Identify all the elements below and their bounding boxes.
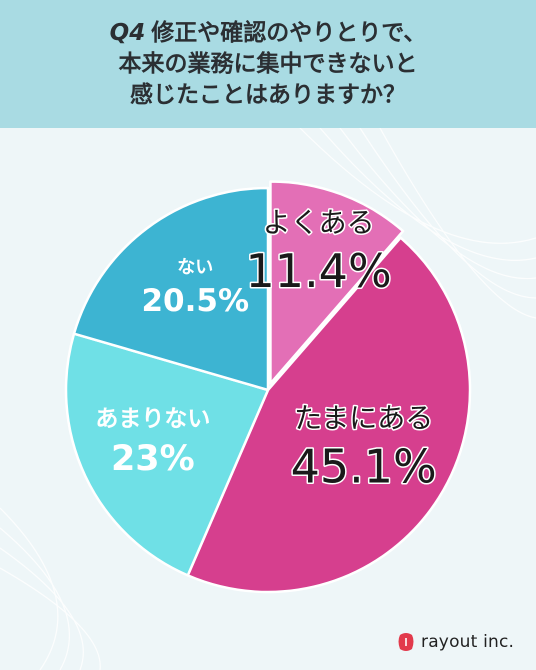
chart-title: Q4 修正や確認のやりとりで、 本来の業務に集中できないと 感じたことはありますか… <box>0 0 536 128</box>
background-wave-lines <box>0 128 536 670</box>
slice-label: あまりない <box>95 406 210 432</box>
slice-value-label: 20.5% <box>141 283 249 319</box>
brand-name: rayout inc. <box>421 632 515 652</box>
slice-value-label: 23% <box>111 439 195 479</box>
pie-slice <box>269 180 405 385</box>
slice-label: よくある <box>263 206 375 239</box>
slice-value-label: 45.1% <box>291 439 437 493</box>
brand-logo: rayout inc. <box>397 630 514 654</box>
pie-chart: よくある 11.4% たまにある 45.1% あまりない 23% ない 20.5% <box>64 180 472 594</box>
pie-slice <box>186 236 472 594</box>
rayout-logo-icon <box>398 633 414 651</box>
title-line-2: 本来の業務に集中できないと <box>118 50 418 77</box>
title-line-3: 感じたことはありますか？ <box>130 81 406 108</box>
pie-slice <box>72 186 270 392</box>
question-number: Q4 <box>109 19 146 46</box>
slice-value-label: 11.4% <box>246 244 392 298</box>
pie-slice <box>64 332 270 577</box>
title-line-1: Q4 修正や確認のやりとりで、 <box>109 19 427 46</box>
slice-label: ない <box>177 257 213 278</box>
slice-label: たまにある <box>294 401 433 434</box>
